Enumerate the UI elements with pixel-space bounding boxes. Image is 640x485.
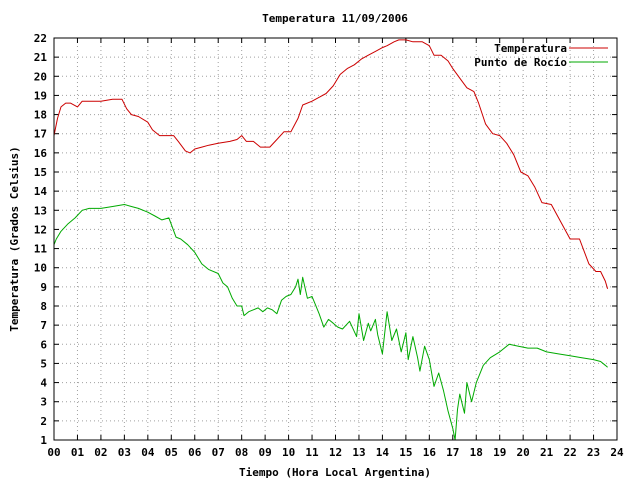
legend-label-temperatura: Temperatura bbox=[494, 42, 567, 55]
series-lines bbox=[53, 39, 609, 441]
x-tick-label: 23 bbox=[587, 446, 600, 459]
y-tick-label: 11 bbox=[34, 243, 48, 256]
x-tick-label: 19 bbox=[493, 446, 506, 459]
y-tick-label: 21 bbox=[34, 51, 48, 64]
x-tick-label: 00 bbox=[47, 446, 60, 459]
x-tick-label: 07 bbox=[212, 446, 225, 459]
x-tick-label: 13 bbox=[352, 446, 365, 459]
chart-title: Temperatura 11/09/2006 bbox=[262, 12, 408, 25]
y-tick-label: 5 bbox=[40, 357, 47, 370]
series-line-temperatura bbox=[53, 39, 609, 289]
y-tick-label: 19 bbox=[34, 89, 47, 102]
x-tick-label: 08 bbox=[235, 446, 248, 459]
x-tick-label: 10 bbox=[282, 446, 295, 459]
legend: Temperatura Punto de Rocío bbox=[474, 42, 608, 69]
y-tick-label: 17 bbox=[34, 128, 47, 141]
y-axis-label: Temperatura (Grados Celsius) bbox=[8, 146, 21, 331]
legend-label-punto-de-rocio: Punto de Rocío bbox=[474, 56, 567, 69]
x-tick-label: 14 bbox=[376, 446, 390, 459]
x-tick-label: 22 bbox=[563, 446, 576, 459]
x-tick-label: 20 bbox=[517, 446, 530, 459]
x-tick-label: 06 bbox=[188, 446, 202, 459]
y-tick-label: 9 bbox=[40, 281, 47, 294]
series-line-punto-de-rocio bbox=[53, 204, 608, 441]
x-tick-label: 18 bbox=[470, 446, 483, 459]
y-tick-label: 18 bbox=[34, 109, 47, 122]
x-tick-label: 05 bbox=[165, 446, 178, 459]
x-tick-label: 09 bbox=[259, 446, 272, 459]
y-tick-label: 7 bbox=[40, 319, 47, 332]
x-tick-label: 15 bbox=[399, 446, 412, 459]
axis-ticks: 00 01 02 03 04 05 06 07 08 09 10 11 12 13 14 15 16 17 18 19… bbox=[34, 32, 624, 459]
x-tick-label: 01 bbox=[71, 446, 85, 459]
x-axis-label: Tiempo (Hora Local Argentina) bbox=[239, 466, 431, 479]
x-tick-label: 02 bbox=[94, 446, 107, 459]
y-tick-label: 12 bbox=[34, 223, 47, 236]
x-tick-label: 03 bbox=[118, 446, 131, 459]
y-tick-label: 13 bbox=[34, 204, 47, 217]
y-tick-label: 14 bbox=[34, 185, 48, 198]
y-tick-label: 15 bbox=[34, 166, 47, 179]
y-tick-label: 20 bbox=[34, 70, 47, 83]
y-tick-label: 3 bbox=[40, 396, 47, 409]
grid bbox=[54, 38, 617, 440]
x-tick-label: 11 bbox=[305, 446, 319, 459]
x-tick-label: 21 bbox=[540, 446, 554, 459]
x-tick-label: 16 bbox=[423, 446, 437, 459]
y-tick-label: 10 bbox=[34, 262, 47, 275]
x-tick-label: 24 bbox=[610, 446, 624, 459]
y-tick-label: 22 bbox=[34, 32, 47, 45]
x-tick-label: 12 bbox=[329, 446, 342, 459]
y-tick-label: 2 bbox=[40, 415, 47, 428]
x-tick-label: 17 bbox=[446, 446, 459, 459]
plot-frame bbox=[53, 37, 618, 441]
y-tick-label: 4 bbox=[40, 377, 47, 390]
y-tick-label: 16 bbox=[34, 147, 48, 160]
y-tick-label: 6 bbox=[40, 338, 47, 351]
y-tick-label: 1 bbox=[40, 434, 47, 447]
x-tick-label: 04 bbox=[141, 446, 155, 459]
y-tick-label: 8 bbox=[40, 300, 47, 313]
